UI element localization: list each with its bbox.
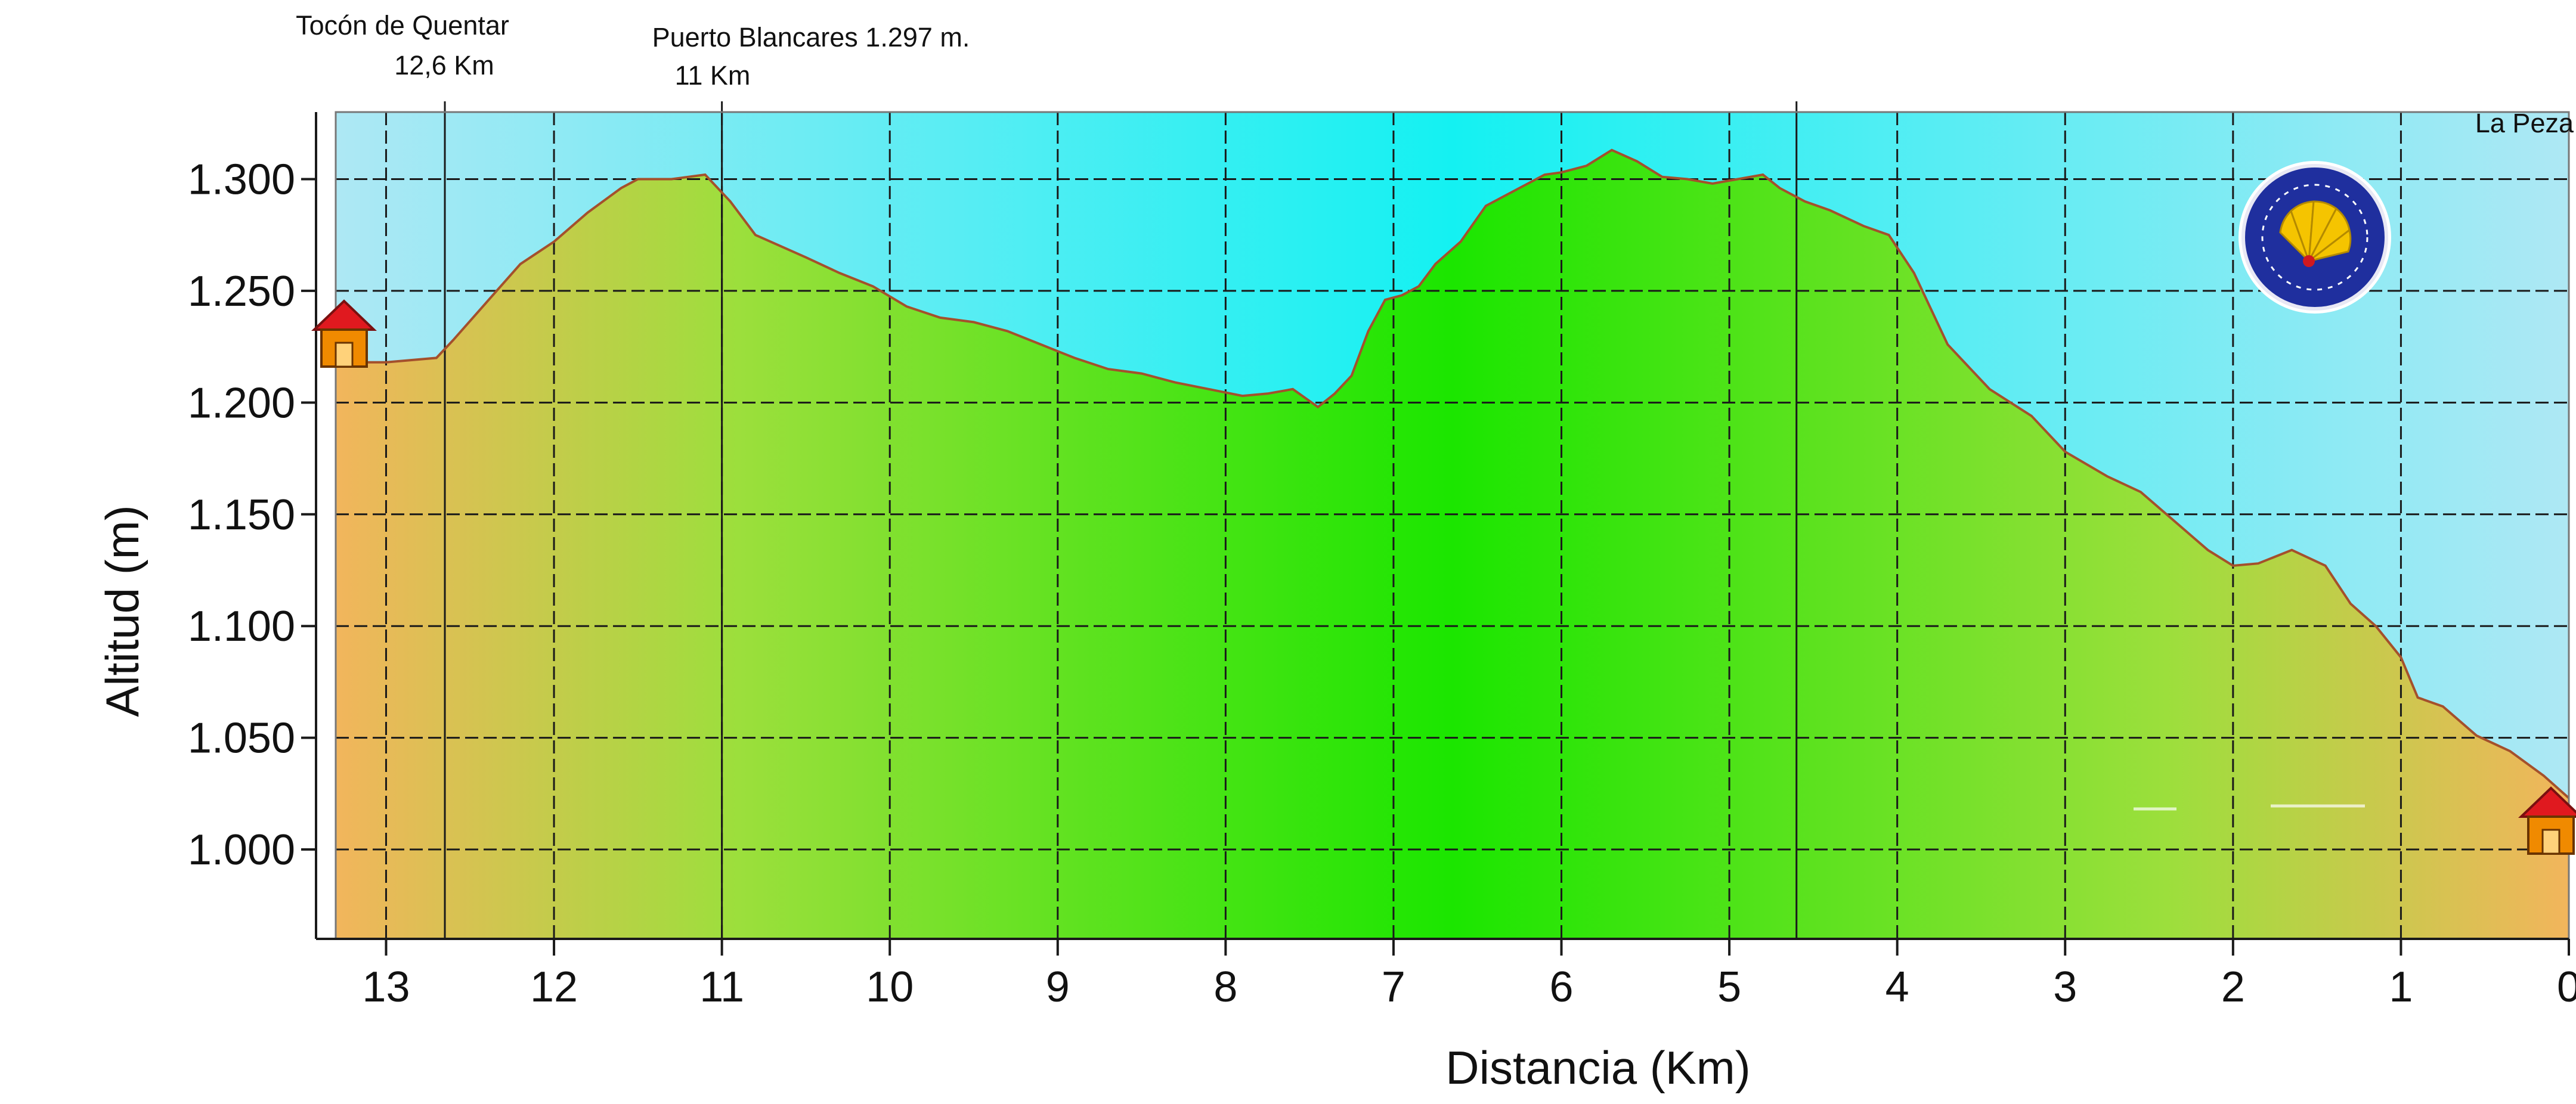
y-tick-label: 1.150: [188, 491, 295, 539]
annotation-blancares-name: Puerto Blancares 1.297 m.: [652, 22, 970, 52]
elevation-area-fill: [336, 150, 2569, 939]
annotation-toquentar-distance: 12,6 Km: [394, 50, 494, 80]
waypoint-marker-lines: [444, 101, 1798, 939]
x-tick-label: 2: [2221, 963, 2245, 1011]
annotation-toquentar-name: Tocón de Quentar: [296, 10, 509, 41]
camino-shell-badge-icon: [2238, 161, 2391, 314]
x-tick-label: 4: [1885, 963, 1909, 1011]
x-tick-label: 11: [699, 963, 744, 1011]
x-tick-label: 7: [1382, 963, 1405, 1011]
x-axis-ticks: 13 12 11 10 9 8 7 6 5 4 3 2 1 0: [362, 939, 2576, 1011]
horizontal-gridlines: [336, 178, 2569, 851]
x-tick-label: 8: [1213, 963, 1237, 1011]
y-tick-label: 1.200: [188, 379, 295, 427]
x-tick-label: 3: [2053, 963, 2077, 1011]
x-tick-label: 12: [530, 963, 578, 1011]
house-icon-start: [311, 299, 377, 368]
x-tick-label: 0: [2557, 963, 2576, 1011]
house-icon-end: [2518, 786, 2576, 855]
x-tick-label: 10: [866, 963, 914, 1011]
y-axis-title: Altitud (m): [96, 505, 148, 717]
x-tick-label: 9: [1046, 963, 1070, 1011]
y-tick-label: 1.100: [188, 603, 295, 650]
annotation-blancares-distance: 11 Km: [675, 60, 751, 91]
annotation-lapeza-name: La Peza: [2475, 108, 2574, 138]
vertical-gridlines: [385, 112, 2402, 939]
y-tick-label: 1.000: [188, 826, 295, 874]
y-axis-ticks: 1.000 1.050 1.100 1.150 1.200 1.250 1.300: [188, 156, 316, 874]
x-tick-label: 13: [362, 963, 410, 1011]
x-tick-label: 6: [1550, 963, 1574, 1011]
y-tick-label: 1.050: [188, 715, 295, 762]
x-axis-title: Distancia (Km): [1445, 1041, 1750, 1094]
x-tick-label: 5: [1717, 963, 1741, 1011]
elevation-profile-line: [336, 148, 2569, 799]
y-tick-label: 1.250: [188, 268, 295, 315]
x-tick-label: 1: [2389, 963, 2413, 1011]
y-tick-label: 1.300: [188, 156, 295, 203]
